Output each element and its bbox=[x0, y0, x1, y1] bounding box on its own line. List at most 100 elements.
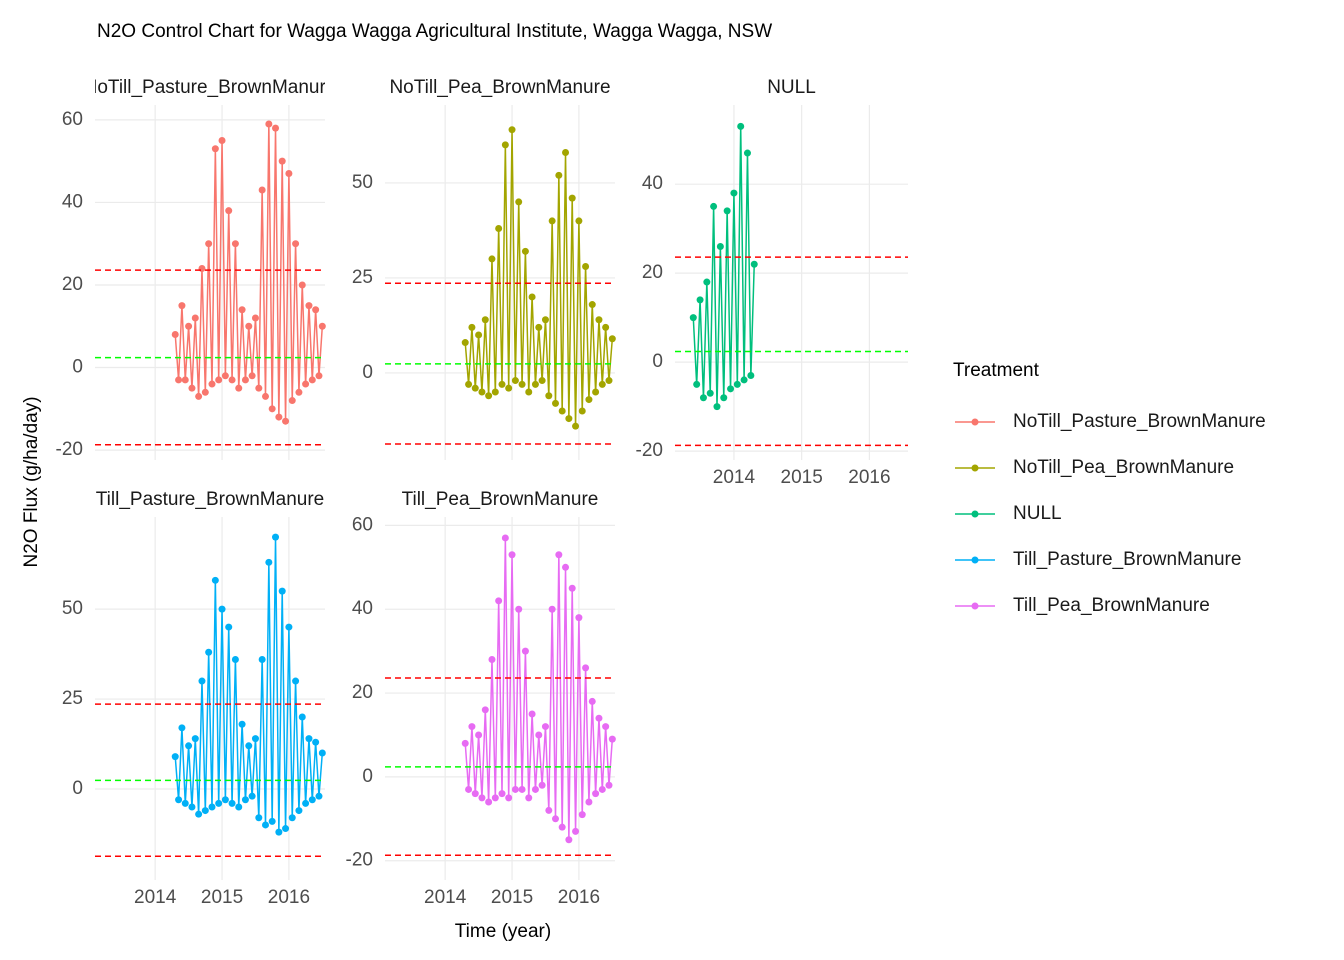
data-point bbox=[255, 814, 263, 822]
y-tick-label: 20 bbox=[62, 274, 83, 295]
data-point bbox=[481, 316, 489, 324]
data-point bbox=[501, 141, 509, 149]
data-point bbox=[312, 738, 320, 746]
data-point bbox=[171, 753, 179, 761]
data-point bbox=[278, 157, 286, 165]
data-point bbox=[288, 397, 296, 405]
data-point bbox=[531, 380, 539, 388]
data-point bbox=[305, 302, 313, 310]
y-tick-label: 60 bbox=[352, 514, 373, 535]
data-point bbox=[498, 790, 506, 798]
data-point bbox=[302, 799, 310, 807]
data-point bbox=[465, 785, 473, 793]
data-point bbox=[568, 584, 576, 592]
data-point bbox=[747, 371, 755, 379]
x-tick-label: 2016 bbox=[848, 467, 890, 488]
data-point bbox=[551, 815, 559, 823]
data-point bbox=[231, 240, 239, 248]
x-axis-title: Time (year) bbox=[455, 921, 551, 942]
legend-label: NULL bbox=[1013, 503, 1062, 524]
data-point bbox=[730, 189, 738, 197]
data-point bbox=[171, 331, 179, 339]
data-point bbox=[699, 394, 707, 402]
data-point bbox=[201, 388, 209, 396]
plot-area bbox=[171, 533, 326, 836]
data-point bbox=[198, 677, 206, 685]
data-point bbox=[515, 198, 523, 206]
data-point bbox=[488, 656, 496, 664]
y-tick-label: 40 bbox=[642, 173, 663, 194]
data-point bbox=[555, 551, 563, 559]
data-point bbox=[278, 587, 286, 595]
y-tick-label: 20 bbox=[642, 262, 663, 283]
data-point bbox=[218, 605, 226, 613]
data-point bbox=[592, 388, 600, 396]
data-point bbox=[508, 551, 516, 559]
data-point bbox=[461, 739, 469, 747]
data-point bbox=[558, 823, 566, 831]
series-line bbox=[464, 537, 614, 840]
y-tick-label: 25 bbox=[352, 267, 373, 288]
series-line bbox=[692, 126, 755, 407]
y-tick-label: 0 bbox=[652, 351, 663, 372]
y-tick-label: -20 bbox=[56, 439, 83, 460]
data-point bbox=[251, 735, 259, 743]
facet-title: Till_Pea_BrownManure bbox=[402, 489, 599, 510]
x-tick-label: 2014 bbox=[713, 467, 756, 488]
data-point bbox=[255, 384, 263, 392]
data-point bbox=[495, 597, 503, 605]
data-point bbox=[555, 171, 563, 179]
data-point bbox=[485, 798, 493, 806]
facet-title: NULL bbox=[767, 77, 816, 98]
data-point bbox=[175, 376, 183, 384]
data-point bbox=[511, 785, 519, 793]
data-point bbox=[318, 749, 326, 757]
plot-area bbox=[461, 126, 616, 430]
data-point bbox=[595, 316, 603, 324]
data-point bbox=[295, 388, 303, 396]
y-tick-label: -20 bbox=[636, 440, 663, 461]
legend-marker bbox=[971, 602, 979, 610]
legend-title: Treatment bbox=[953, 360, 1040, 381]
data-point bbox=[312, 306, 320, 314]
data-point bbox=[471, 384, 479, 392]
data-point bbox=[565, 415, 573, 423]
data-point bbox=[535, 731, 543, 739]
data-point bbox=[743, 149, 751, 157]
data-point bbox=[282, 417, 290, 425]
data-point bbox=[595, 714, 603, 722]
data-point bbox=[538, 377, 546, 385]
data-point bbox=[716, 242, 724, 250]
data-point bbox=[471, 790, 479, 798]
data-point bbox=[535, 323, 543, 331]
data-point bbox=[478, 388, 486, 396]
data-point bbox=[305, 735, 313, 743]
data-point bbox=[703, 278, 711, 286]
data-point bbox=[225, 207, 233, 215]
data-point bbox=[568, 194, 576, 202]
data-point bbox=[181, 376, 189, 384]
data-point bbox=[531, 785, 539, 793]
y-tick-label: 0 bbox=[72, 778, 83, 799]
data-point bbox=[228, 799, 236, 807]
data-point bbox=[175, 796, 183, 804]
data-point bbox=[696, 296, 704, 304]
data-point bbox=[508, 126, 516, 134]
data-point bbox=[235, 384, 243, 392]
data-point bbox=[491, 794, 499, 802]
data-point bbox=[195, 810, 203, 818]
data-point bbox=[475, 731, 483, 739]
data-point bbox=[592, 790, 600, 798]
data-point bbox=[518, 380, 526, 388]
data-point bbox=[282, 825, 290, 833]
data-point bbox=[541, 723, 549, 731]
data-point bbox=[215, 376, 223, 384]
data-point bbox=[545, 806, 553, 814]
data-point bbox=[221, 372, 229, 380]
data-point bbox=[481, 706, 489, 714]
data-point bbox=[582, 263, 590, 271]
y-tick-label: -20 bbox=[346, 850, 373, 871]
data-point bbox=[318, 322, 326, 330]
data-point bbox=[706, 389, 714, 397]
data-point bbox=[251, 314, 259, 322]
